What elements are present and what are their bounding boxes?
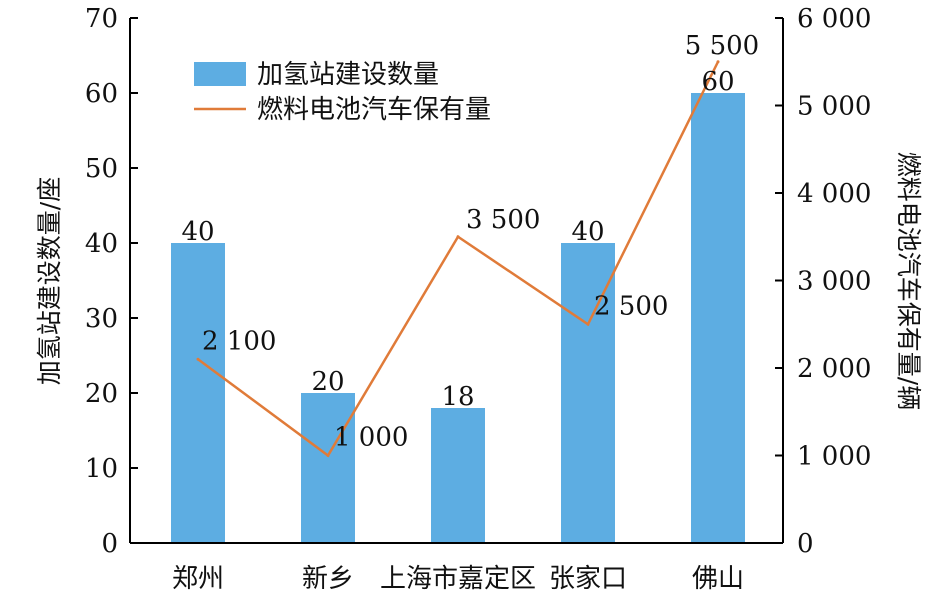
legend-swatch-bar [194,62,246,86]
line-layer [196,60,720,458]
line-point [326,454,330,457]
category-label: 佛山 [692,564,744,594]
right-tick-label: 5 000 [797,92,871,122]
right-tick-label: 0 [797,529,814,559]
category-label: 郑州 [172,564,224,594]
line-point [716,60,720,64]
bar [431,408,485,543]
bar-data-label: 60 [701,67,734,97]
line-data-label: 2 500 [594,291,668,321]
right-tick-label: 4 000 [797,179,871,209]
left-tick-label: 40 [85,229,118,259]
line-data-label: 5 500 [685,31,759,61]
bar-data-label: 18 [441,382,474,412]
ticks-layer: 0 10 20 30 40 50 60 70 0 1 000 2 000 3 000 4 000 5 00… [85,4,872,594]
right-tick-label: 1 000 [797,442,871,472]
bars-layer [171,93,745,543]
legend-label-bar: 加氢站建设数量 [257,60,439,90]
right-tick-label: 2 000 [797,354,871,384]
left-tick-label: 10 [85,454,118,484]
category-label: 新乡 [302,564,354,594]
left-tick-label: 50 [85,154,118,184]
right-tick-label: 3 000 [797,267,871,297]
right-tick-label: 6 000 [797,4,871,34]
data-labels-layer: 40 20 18 40 60 2 100 1 000 3 500 2 500 5 500 [181,31,759,453]
left-tick-label: 30 [85,304,118,334]
left-tick-label: 0 [101,529,118,559]
line-point [456,235,460,239]
right-axis-title: 燃料电池汽车保有量/辆 [894,152,923,410]
bar [691,93,745,543]
line-data-label: 1 000 [334,423,408,453]
legend-label-line: 燃料电池汽车保有量 [257,95,491,125]
left-tick-label: 60 [85,79,118,109]
category-label: 张家口 [549,564,627,594]
bar [301,393,355,543]
line-point [586,322,590,326]
bar [171,243,225,543]
left-tick-label: 20 [85,379,118,409]
line-point [196,357,200,361]
left-tick-label: 70 [85,4,118,34]
bar-data-label: 40 [571,217,604,247]
line-data-label: 3 500 [466,205,540,235]
legend: 加氢站建设数量 燃料电池汽车保有量 [194,60,491,125]
bar [561,243,615,543]
left-axis-title: 加氢站建设数量/座 [35,177,64,385]
bar-data-label: 20 [311,367,344,397]
line-data-label: 2 100 [202,326,276,356]
bar-data-label: 40 [181,217,214,247]
category-label: 上海市嘉定区 [380,564,536,594]
